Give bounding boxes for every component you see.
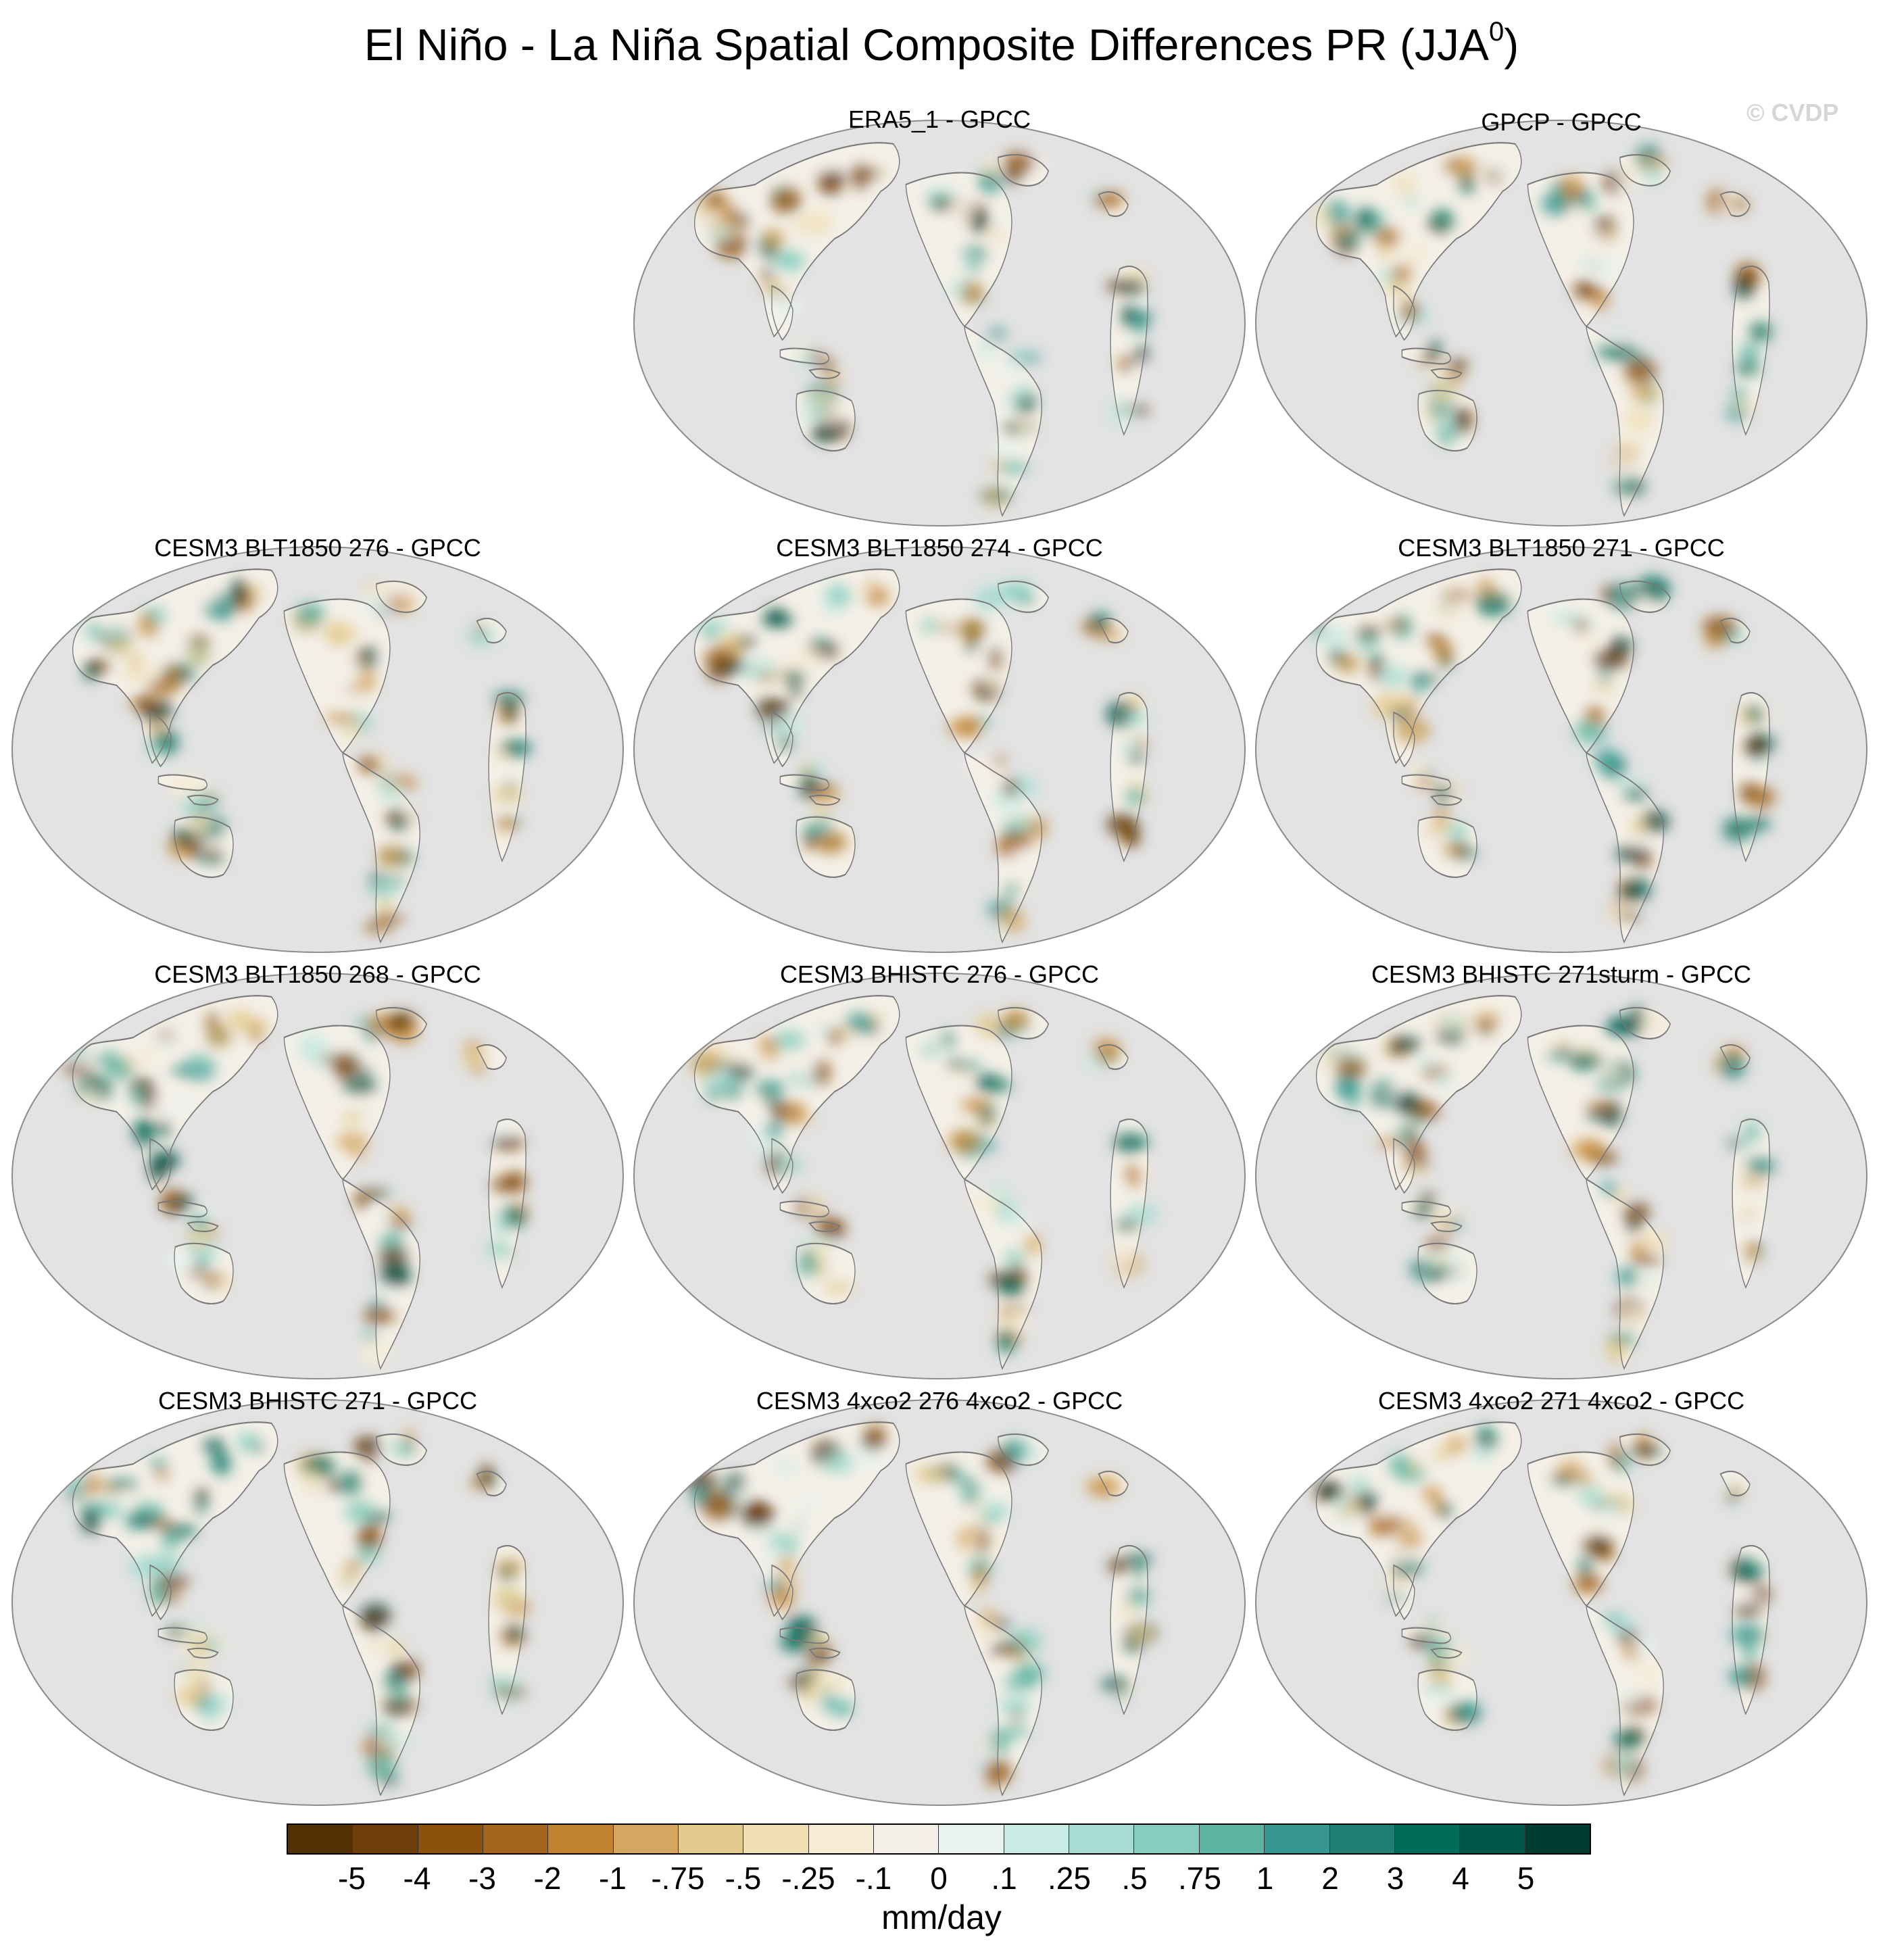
colorbar-swatch	[288, 1825, 353, 1853]
colorbar-swatch	[1198, 1825, 1265, 1853]
precip-anomaly-field	[74, 579, 532, 933]
map-border	[11, 546, 624, 953]
precip-anomaly-field	[1315, 1427, 1771, 1781]
colorbar-tick-label: .5	[1121, 1861, 1148, 1896]
colorbar-tick-label: 1	[1256, 1861, 1274, 1896]
colorbar-tick-label: 5	[1517, 1861, 1535, 1896]
map-panel	[11, 1399, 624, 1806]
panel-title: CESM3 4xco2 271 4xco2 - GPCC	[1377, 1387, 1745, 1415]
colorbar-swatch	[547, 1825, 613, 1853]
colorbar-swatch	[1264, 1825, 1329, 1853]
map-panel	[633, 1399, 1246, 1806]
colorbar-swatch	[1459, 1825, 1525, 1853]
map-panel	[1255, 973, 1867, 1379]
precip-anomaly-field	[690, 577, 1150, 933]
map-panel	[633, 120, 1246, 526]
colorbar-swatch	[1394, 1825, 1460, 1853]
colorbar-tick-label: 2	[1321, 1861, 1339, 1896]
map-border	[1255, 546, 1867, 953]
colorbar-tick-label: -5	[338, 1861, 366, 1896]
colorbar-tick-label: -.75	[651, 1861, 705, 1896]
colorbar-swatch	[417, 1825, 483, 1853]
colorbar-swatch	[1069, 1825, 1134, 1853]
precip-anomaly-field	[62, 1427, 531, 1784]
map-panel	[633, 546, 1246, 953]
map-border	[633, 546, 1246, 953]
panel-title: CESM3 BLT1850 276 - GPCC	[154, 534, 481, 562]
colorbar-swatch	[1524, 1825, 1590, 1853]
colorbar-swatch	[808, 1825, 874, 1853]
panel-title: GPCP - GPCC	[1481, 108, 1642, 136]
panel-title: CESM3 BHISTC 276 - GPCC	[779, 960, 1100, 988]
map-border	[11, 973, 624, 1379]
map-border	[11, 1399, 624, 1806]
colorbar-tick-label: -2	[533, 1861, 562, 1896]
colorbar-units-label: mm/day	[881, 1898, 1002, 1936]
panel-title: ERA5_1 - GPCC	[848, 105, 1031, 133]
map-border	[1255, 973, 1867, 1379]
colorbar	[287, 1823, 1591, 1855]
colorbar-tick-label: 3	[1386, 1861, 1404, 1896]
map-panel	[1255, 546, 1867, 953]
precip-anomaly-field	[697, 150, 1153, 508]
page-title: El Niño - La Niña Spatial Composite Diff…	[364, 17, 1519, 70]
precip-anomaly-field	[691, 1009, 1159, 1354]
map-border	[1255, 1399, 1867, 1806]
panel-title: CESM3 4xco2 276 4xco2 - GPCC	[756, 1387, 1123, 1415]
map-panel	[1255, 120, 1867, 526]
colorbar-swatch	[938, 1825, 1004, 1853]
colorbar-swatch	[873, 1825, 939, 1853]
colorbar-tick-label: -1	[599, 1861, 627, 1896]
map-panel	[11, 546, 624, 953]
precip-anomaly-field	[684, 1424, 1158, 1788]
colorbar-tick-label: .75	[1178, 1861, 1221, 1896]
precip-anomaly-field	[62, 1009, 528, 1366]
colorbar-tick-label: -3	[468, 1861, 496, 1896]
map-panel	[633, 973, 1246, 1379]
panel-title: CESM3 BLT1850 274 - GPCC	[776, 534, 1103, 562]
panel-title: CESM3 BLT1850 271 - GPCC	[1398, 534, 1725, 562]
colorbar-swatch	[1133, 1825, 1199, 1853]
precip-anomaly-field	[1311, 145, 1774, 495]
map-border	[633, 973, 1246, 1379]
panel-title: CESM3 BHISTC 271 - GPCC	[157, 1387, 478, 1415]
colorbar-swatch	[352, 1825, 418, 1853]
colorbar-tick-label: -4	[403, 1861, 431, 1896]
colorbar-tick-label: .25	[1048, 1861, 1091, 1896]
colorbar-swatch	[1329, 1825, 1394, 1853]
colorbar-tick-label: -.1	[855, 1861, 892, 1896]
colorbar-swatch	[1003, 1825, 1069, 1853]
colorbar-swatch	[483, 1825, 548, 1853]
colorbar-tick-label: 0	[930, 1861, 948, 1896]
colorbar-tick-label: -.25	[781, 1861, 835, 1896]
colorbar-tick-label: -.5	[725, 1861, 762, 1896]
map-panel	[11, 973, 624, 1379]
panel-title: CESM3 BHISTC 271sturm - GPCC	[1371, 960, 1752, 988]
colorbar-swatch	[743, 1825, 808, 1853]
colorbar-tick-label: 4	[1452, 1861, 1469, 1896]
map-border	[1255, 120, 1867, 526]
map-border	[633, 120, 1246, 526]
map-border	[633, 1399, 1246, 1806]
colorbar-swatch	[612, 1825, 679, 1853]
map-panel	[1255, 1399, 1867, 1806]
colorbar-swatch	[678, 1825, 743, 1853]
panel-title: CESM3 BLT1850 268 - GPCC	[154, 960, 481, 988]
copyright-watermark: © CVDP	[1746, 99, 1839, 126]
colorbar-tick-label: .1	[991, 1861, 1017, 1896]
